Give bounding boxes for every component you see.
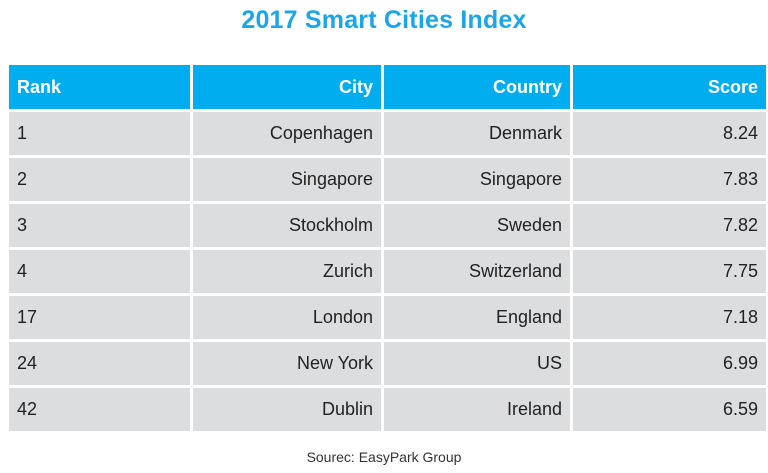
table-row: 17 London England 7.18: [9, 296, 766, 339]
score-cell: 7.75: [573, 250, 766, 293]
score-cell: 7.83: [573, 158, 766, 201]
rank-cell: 17: [9, 296, 190, 339]
rank-cell: 42: [9, 388, 190, 431]
city-cell: Copenhagen: [193, 112, 381, 155]
score-cell: 8.24: [573, 112, 766, 155]
column-header-city: City: [193, 65, 381, 109]
city-cell: Singapore: [193, 158, 381, 201]
country-cell: Singapore: [384, 158, 570, 201]
source-note: Sourec: EasyPark Group: [306, 449, 462, 465]
country-cell: England: [384, 296, 570, 339]
table-row: 42 Dublin Ireland 6.59: [9, 388, 766, 431]
country-cell: Switzerland: [384, 250, 570, 293]
table-row: 4 Zurich Switzerland 7.75: [9, 250, 766, 293]
score-cell: 7.18: [573, 296, 766, 339]
rank-cell: 3: [9, 204, 190, 247]
smart-cities-table: Rank City Country Score 1 Copenhagen Den…: [6, 62, 768, 434]
city-cell: Zurich: [193, 250, 381, 293]
column-header-score: Score: [573, 65, 766, 109]
rank-cell: 2: [9, 158, 190, 201]
score-cell: 6.99: [573, 342, 766, 385]
city-cell: London: [193, 296, 381, 339]
score-cell: 6.59: [573, 388, 766, 431]
table-row: 1 Copenhagen Denmark 8.24: [9, 112, 766, 155]
rank-cell: 24: [9, 342, 190, 385]
rank-cell: 4: [9, 250, 190, 293]
city-cell: New York: [193, 342, 381, 385]
table-row: 3 Stockholm Sweden 7.82: [9, 204, 766, 247]
column-header-rank: Rank: [9, 65, 190, 109]
column-header-country: Country: [384, 65, 570, 109]
rank-cell: 1: [9, 112, 190, 155]
city-cell: Stockholm: [193, 204, 381, 247]
country-cell: US: [384, 342, 570, 385]
score-cell: 7.82: [573, 204, 766, 247]
country-cell: Ireland: [384, 388, 570, 431]
chart-title: 2017 Smart Cities Index: [241, 6, 527, 34]
country-cell: Denmark: [384, 112, 570, 155]
country-cell: Sweden: [384, 204, 570, 247]
city-cell: Dublin: [193, 388, 381, 431]
table-header-row: Rank City Country Score: [9, 65, 766, 109]
table-row: 24 New York US 6.99: [9, 342, 766, 385]
table-row: 2 Singapore Singapore 7.83: [9, 158, 766, 201]
